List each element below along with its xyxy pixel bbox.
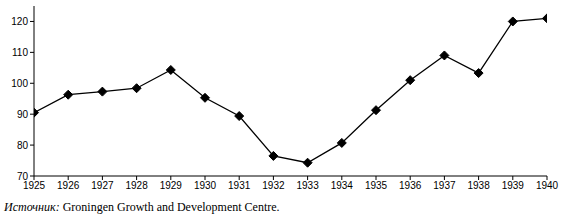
svg-text:1940: 1940	[536, 180, 557, 191]
svg-text:1928: 1928	[125, 180, 148, 191]
svg-text:70: 70	[17, 171, 29, 182]
svg-text:110: 110	[12, 47, 28, 58]
svg-text:1935: 1935	[365, 180, 388, 191]
svg-text:90: 90	[17, 109, 29, 120]
svg-text:1926: 1926	[57, 180, 80, 191]
svg-text:1932: 1932	[262, 180, 285, 191]
svg-text:1936: 1936	[399, 180, 422, 191]
html-text:Источник: Groningen Growth and: Источник: Groningen Growth and Developme…	[4, 200, 280, 214]
svg-text:1927: 1927	[91, 180, 114, 191]
svg-text:1939: 1939	[502, 180, 525, 191]
svg-text:1925: 1925	[23, 180, 46, 191]
svg-text:120: 120	[11, 16, 28, 27]
svg-text:1937: 1937	[433, 180, 456, 191]
svg-text:80: 80	[17, 140, 29, 151]
svg-text:1931: 1931	[228, 180, 251, 191]
svg-text:100: 100	[11, 78, 28, 89]
svg-text:1938: 1938	[467, 180, 490, 191]
svg-text:1930: 1930	[194, 180, 217, 191]
svg-text:1929: 1929	[160, 180, 183, 191]
svg-text:1934: 1934	[331, 180, 354, 191]
svg-text:1933: 1933	[296, 180, 319, 191]
